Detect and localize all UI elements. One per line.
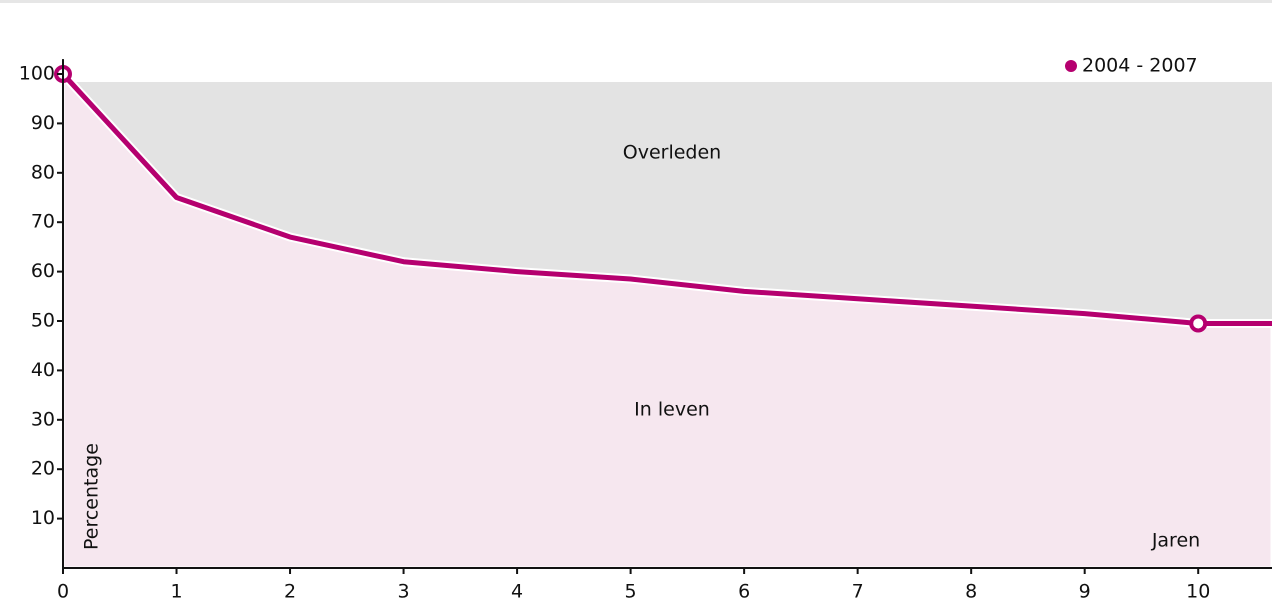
x-tick-label: 5 bbox=[625, 581, 637, 602]
x-tick-label: 7 bbox=[852, 581, 864, 602]
x-tick-label: 3 bbox=[398, 581, 410, 602]
y-tick-label: 30 bbox=[31, 408, 55, 430]
x-tick-label: 0 bbox=[57, 581, 69, 602]
header-rule bbox=[0, 0, 1272, 3]
x-tick-label: 2 bbox=[284, 581, 296, 602]
y-tick-label: 80 bbox=[31, 161, 55, 183]
legend-label: 2004 - 2007 bbox=[1082, 55, 1198, 77]
y-axis-label: Percentage bbox=[81, 443, 103, 550]
x-axis-label: Jaren bbox=[1151, 530, 1200, 552]
x-tick-label: 8 bbox=[965, 581, 977, 602]
y-tick-label: 10 bbox=[31, 507, 55, 529]
y-tick-label: 20 bbox=[31, 458, 55, 480]
y-tick-label: 70 bbox=[31, 211, 55, 233]
annotation: Overleden bbox=[623, 142, 721, 164]
line bbox=[61, 72, 1272, 326]
point-marker bbox=[1189, 314, 1208, 333]
x-tick-label: 6 bbox=[738, 581, 750, 602]
y-tick-label: 40 bbox=[31, 359, 55, 381]
annotation: In leven bbox=[634, 399, 710, 421]
y-tick-label: 50 bbox=[31, 310, 55, 332]
x-tick-label: 10 bbox=[1186, 581, 1210, 602]
y-tick-label: 100 bbox=[19, 63, 55, 85]
x-tick-label: 1 bbox=[170, 581, 182, 602]
legend-swatch bbox=[1065, 60, 1077, 72]
x-tick-label: 4 bbox=[511, 581, 523, 602]
y-tick-label: 90 bbox=[31, 112, 55, 134]
y-tick-label: 60 bbox=[31, 260, 55, 282]
x-tick-label: 9 bbox=[1079, 581, 1091, 602]
